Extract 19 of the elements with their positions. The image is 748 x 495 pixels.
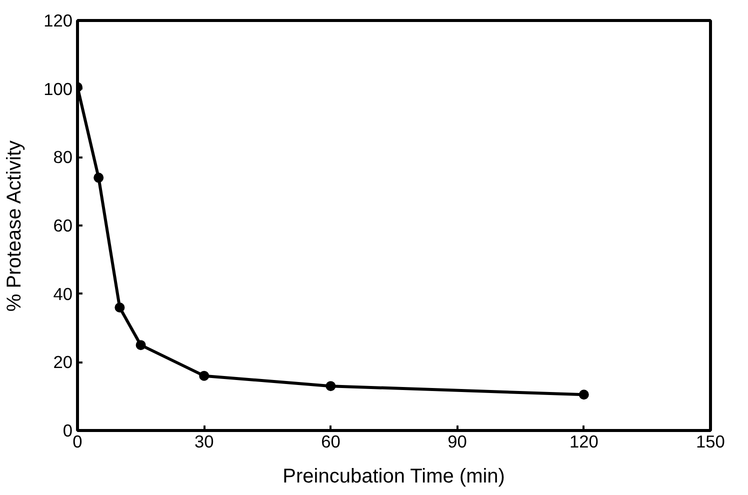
y-tick-label: 80 xyxy=(53,147,73,168)
y-tick-label: 120 xyxy=(44,10,73,30)
point xyxy=(199,370,210,381)
y-tick-label: 100 xyxy=(44,78,73,99)
y-tick-label: 40 xyxy=(53,284,73,304)
point xyxy=(136,340,146,350)
x-tick-label: 90 xyxy=(448,432,467,452)
x-tick-label: 30 xyxy=(194,432,214,452)
x-tick-label: 150 xyxy=(696,432,725,452)
point xyxy=(114,302,125,312)
x-tick-label: 120 xyxy=(569,432,598,452)
x-tick-label: 60 xyxy=(321,432,340,452)
point xyxy=(326,381,336,392)
x-axis-title: Preincubation Time (min) xyxy=(282,466,505,488)
y-tick-label: 60 xyxy=(53,216,73,236)
point xyxy=(578,390,589,400)
y-axis-title: % Protease Activity xyxy=(4,140,26,312)
y-tick-label: 20 xyxy=(53,352,73,372)
point xyxy=(94,172,104,183)
